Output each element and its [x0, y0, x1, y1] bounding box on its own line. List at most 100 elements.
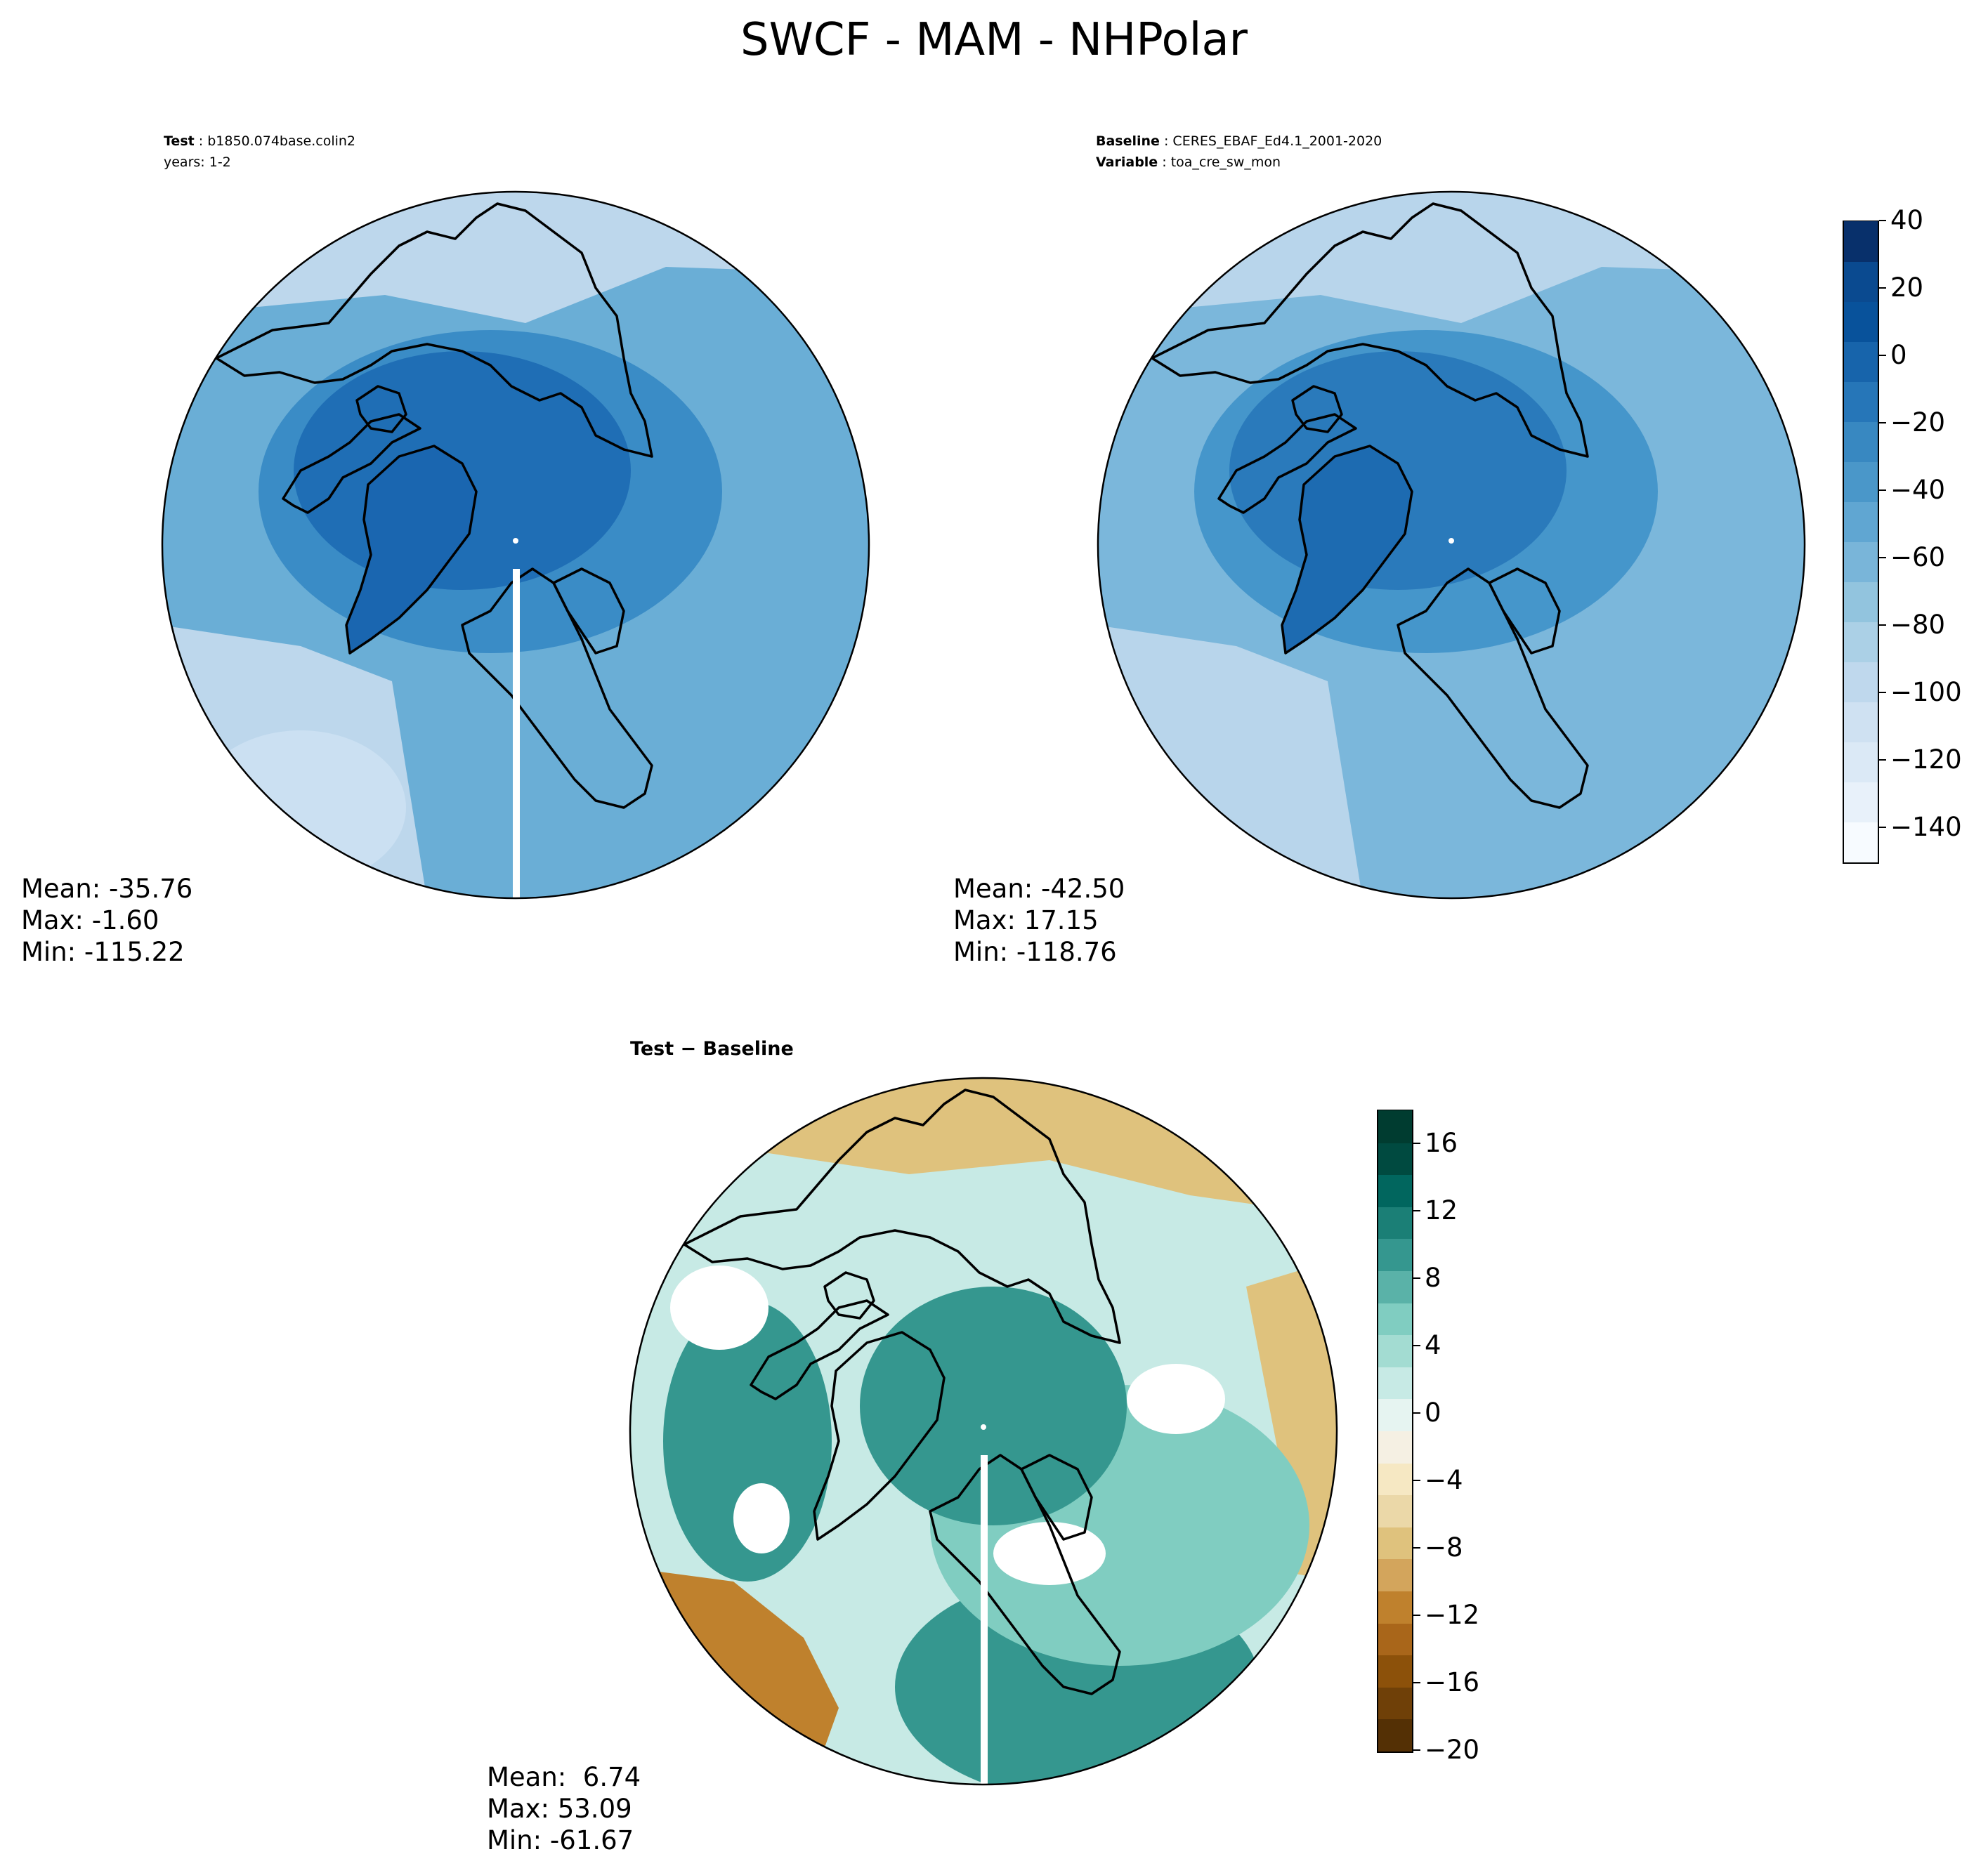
test-mean: Mean: -35.76: [21, 874, 193, 904]
colorbar-tick-mark: [1413, 1547, 1420, 1549]
colorbar-tick-mark: [1413, 1345, 1420, 1346]
colorbar-segment: [1378, 1687, 1412, 1720]
baseline-min: Min: -118.76: [953, 937, 1117, 967]
colorbar-tick-mark: [1879, 489, 1886, 491]
page-title: SWCF - MAM - NHPolar: [740, 14, 1248, 66]
colorbar-segment: [1378, 1143, 1412, 1176]
colorbar-segment: [1378, 1207, 1412, 1240]
colorbar-tick-mark: [1879, 355, 1886, 356]
colorbar-tick-label: 0: [1890, 340, 1907, 370]
colorbar-segment: [1378, 1591, 1412, 1624]
colorbar-segment: [1844, 301, 1878, 342]
colorbar-segment: [1378, 1558, 1412, 1591]
colorbar-tick-mark: [1413, 1143, 1420, 1144]
diff-min: Min: -61.67: [487, 1825, 634, 1855]
colorbar-tick-label: −16: [1425, 1667, 1480, 1697]
colorbar-tick-mark: [1879, 287, 1886, 289]
colorbar-tick-label: 16: [1425, 1128, 1458, 1158]
colorbar-tick-label: 12: [1425, 1195, 1458, 1225]
colorbar-tick-mark: [1879, 759, 1886, 761]
baseline-label: Baseline: [1096, 133, 1160, 149]
colorbar-tick-mark: [1879, 422, 1886, 423]
colorbar-tick-mark: [1879, 624, 1886, 626]
colorbar-segment: [1378, 1431, 1412, 1464]
colorbar-tick-label: −120: [1890, 744, 1962, 775]
main-colorbar: [1843, 221, 1879, 864]
baseline-dataset: CERES_EBAF_Ed4.1_2001-2020: [1172, 133, 1382, 149]
colorbar-segment: [1378, 1494, 1412, 1527]
colorbar-segment: [1378, 1303, 1412, 1336]
colorbar-segment: [1378, 1334, 1412, 1367]
diff-colorbar: [1377, 1110, 1413, 1753]
colorbar-segment: [1844, 742, 1878, 782]
colorbar-tick-label: 8: [1425, 1263, 1441, 1293]
test-header: Test : b1850.074base.colin2 years: 1-2: [164, 131, 355, 173]
colorbar-segment: [1844, 702, 1878, 742]
colorbar-segment: [1378, 1110, 1412, 1143]
colorbar-segment: [1378, 1174, 1412, 1207]
test-polar-map: [161, 190, 870, 900]
colorbar-tick-label: 40: [1890, 205, 1924, 235]
diff-stats: Mean: 6.74 Max: 53.09 Min: -61.67: [487, 1761, 641, 1856]
test-case-name: b1850.074base.colin2: [207, 133, 356, 149]
colorbar-segment: [1378, 1367, 1412, 1400]
colorbar-tick-mark: [1413, 1615, 1420, 1616]
colorbar-tick-mark: [1879, 692, 1886, 693]
variable-label: Variable: [1096, 155, 1158, 170]
colorbar-segment: [1844, 461, 1878, 502]
colorbar-tick-label: −4: [1425, 1465, 1463, 1495]
colorbar-tick-label: −100: [1890, 677, 1962, 707]
colorbar-segment: [1378, 1398, 1412, 1431]
colorbar-tick-mark: [1879, 220, 1886, 221]
colorbar-segment: [1378, 1527, 1412, 1560]
colorbar-tick-label: −12: [1425, 1600, 1480, 1630]
colorbar-segment: [1378, 1463, 1412, 1496]
colorbar-segment: [1844, 782, 1878, 822]
colorbar-tick-label: −20: [1425, 1735, 1480, 1765]
colorbar-tick-mark: [1413, 1277, 1420, 1279]
test-min: Min: -115.22: [21, 937, 185, 967]
difference-polar-map: [629, 1077, 1338, 1786]
diff-mean: Mean: 6.74: [487, 1762, 641, 1792]
colorbar-segment: [1844, 581, 1878, 622]
variable-name: toa_cre_sw_mon: [1170, 155, 1281, 170]
colorbar-tick-mark: [1413, 1682, 1420, 1683]
diff-header: Test − Baseline: [630, 1038, 794, 1060]
colorbar-segment: [1844, 221, 1878, 262]
colorbar-tick-mark: [1413, 1412, 1420, 1414]
colorbar-segment: [1844, 421, 1878, 462]
colorbar-segment: [1844, 501, 1878, 542]
colorbar-tick-label: 4: [1425, 1330, 1441, 1360]
baseline-mean: Mean: -42.50: [953, 874, 1125, 904]
test-label: Test: [164, 133, 195, 149]
colorbar-segment: [1844, 261, 1878, 302]
colorbar-tick-mark: [1413, 1480, 1420, 1481]
colorbar-segment: [1844, 341, 1878, 382]
colorbar-tick-label: 20: [1890, 272, 1924, 303]
baseline-max: Max: 17.15: [953, 905, 1099, 935]
colorbar-tick-label: −20: [1890, 407, 1946, 438]
colorbar-tick-mark: [1413, 1749, 1420, 1751]
test-years: years: 1-2: [164, 155, 231, 170]
colorbar-segment: [1378, 1270, 1412, 1303]
colorbar-tick-label: −8: [1425, 1532, 1463, 1563]
colorbar-segment: [1378, 1238, 1412, 1271]
colorbar-tick-label: −60: [1890, 542, 1946, 572]
baseline-stats: Mean: -42.50 Max: 17.15 Min: -118.76: [953, 873, 1125, 968]
colorbar-tick-label: −40: [1890, 475, 1946, 505]
colorbar-tick-mark: [1879, 557, 1886, 558]
colorbar-tick-mark: [1413, 1210, 1420, 1211]
colorbar-segment: [1378, 1718, 1412, 1752]
colorbar-tick-mark: [1879, 827, 1886, 828]
colorbar-segment: [1844, 662, 1878, 702]
test-max: Max: -1.60: [21, 905, 159, 935]
colorbar-tick-label: −140: [1890, 812, 1962, 842]
baseline-header: Baseline : CERES_EBAF_Ed4.1_2001-2020 Va…: [1096, 133, 1382, 170]
colorbar-segment: [1844, 622, 1878, 662]
colorbar-segment: [1844, 381, 1878, 422]
colorbar-tick-label: −80: [1890, 610, 1946, 640]
test-stats: Mean: -35.76 Max: -1.60 Min: -115.22: [21, 873, 192, 968]
baseline-polar-map: [1097, 190, 1806, 900]
colorbar-tick-label: 0: [1425, 1398, 1441, 1428]
colorbar-segment: [1378, 1655, 1412, 1688]
